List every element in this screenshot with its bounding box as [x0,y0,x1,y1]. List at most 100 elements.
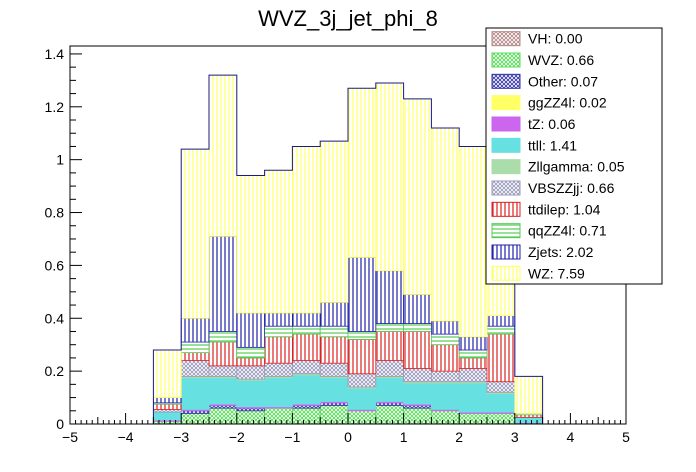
x-tick-label: −2 [229,429,245,445]
y-tick-label: 1.4 [45,46,65,62]
x-tick-label: −1 [284,429,300,445]
bar-zjets-bin-8 [375,270,404,324]
bar-vbszzjj-bin-11 [458,368,488,383]
legend-swatch-other [491,73,521,89]
legend-label-ttll: ttll: 1.41 [528,137,577,153]
bar-ttll-bin-3 [236,379,266,408]
bar-wvz-bin-12 [486,413,516,425]
legend-label-qqzz4l: qqZZ4l: 0.71 [528,223,607,239]
legend-label-vbszzjj: VBSZZjj: 0.66 [528,180,615,196]
legend-label-zllgamma: Zllgamma: 0.05 [528,159,625,175]
x-tick-label: 0 [344,429,352,445]
legend-swatch-ttdilep [491,201,521,217]
y-axis: 0 0.2 0.4 0.6 0.8 1 1.2 1.4 [45,46,82,432]
legend: VH: 0.00 WVZ: 0.66 Other: 0.07 ggZZ4l: 0.02… [485,27,663,285]
bar-qqzz4l-bin-4 [264,325,293,338]
legend-swatch-ttll [491,137,521,153]
x-tick-label: −3 [173,429,189,445]
bar-qqzz4l-bin-1 [180,341,210,354]
bar-wz-bin-7 [347,87,377,258]
bar-zjets-bin-4 [264,312,293,327]
bar-wvz-bin-8 [375,405,404,425]
y-tick-label: 0.4 [45,310,65,326]
y-tick-label: 1.2 [45,99,65,115]
x-tick-label: 2 [455,429,463,445]
bar-wvz-bin-11 [458,413,488,425]
chart-title: WVZ_3j_jet_phi_8 [258,6,438,31]
bar-vbszzjj-bin-4 [264,362,293,377]
legend-swatch-wz [491,265,521,281]
bar-zjets-bin-9 [403,294,432,324]
y-tick-label: 0 [56,416,64,432]
bar-wz-bin-6 [319,140,349,303]
legend-swatch-wvz [491,52,521,68]
y-tick-label: 0.6 [45,257,65,273]
bar-qqzz4l-bin-7 [347,331,377,340]
bar-wz-bin-8 [375,82,404,272]
bar-ttdilep-bin-12 [486,333,516,383]
x-tick-label: 5 [622,429,630,445]
bar-vbszzjj-bin-9 [403,368,432,383]
bar-ttll-bin-6 [319,377,349,402]
legend-box [485,27,663,285]
bar-zjets-bin-10 [430,320,460,335]
x-tick-label: 4 [567,429,575,445]
legend-swatch-qqzz4l [491,223,521,239]
bar-ttll-bin-7 [347,387,377,410]
bar-ttdilep-bin-6 [319,336,349,364]
bar-zjets-bin-2 [208,235,238,332]
bar-ttdilep-bin-2 [208,341,238,367]
bar-ttdilep-bin-9 [403,331,432,369]
x-tick-label: 1 [400,429,408,445]
bar-wz-bin-1 [180,148,210,319]
x-tick-label: −5 [62,429,78,445]
x-tick-label: −4 [118,429,134,445]
bar-qqzz4l-bin-5 [291,325,321,335]
y-tick-label: 0.8 [45,205,65,221]
bar-qqzz4l-bin-10 [430,333,460,346]
legend-label-ggzz4l: ggZZ4l: 0.02 [528,95,607,111]
bar-vbszzjj-bin-2 [208,365,238,377]
bar-zjets-bin-6 [319,302,349,327]
legend-label-zjets: Zjets: 2.02 [528,244,594,260]
bar-ttdilep-bin-7 [347,339,377,375]
bar-ttdilep-bin-3 [236,357,266,367]
bar-wvz-bin-3 [236,410,266,425]
y-tick-label: 0.2 [45,363,65,379]
bar-vbszzjj-bin-3 [236,365,266,380]
bar-ttdilep-bin-1 [180,352,210,361]
legend-swatch-zllgamma [491,159,521,175]
legend-swatch-tz [491,116,521,132]
bar-wvz-bin-10 [430,410,460,425]
bar-zjets-bin-5 [291,312,321,327]
bar-vbszzjj-bin-8 [375,360,404,377]
bar-wvz-bin-7 [347,410,377,425]
bar-wvz-bin-6 [319,405,349,425]
bar-wz-bin-13 [514,376,543,414]
bar-qqzz4l-bin-2 [208,331,238,343]
bar-ttll-bin-9 [403,382,432,405]
bar-wvz-bin-2 [208,407,238,425]
bar-ttdilep-bin-0 [152,403,182,410]
bar-qqzz4l-bin-9 [403,323,432,332]
bar-zjets-bin-1 [180,317,210,343]
bar-ttll-bin-10 [430,382,460,410]
bar-ttdilep-bin-8 [375,331,404,361]
bar-wz-bin-10 [430,127,460,322]
legend-swatch-vh [491,31,521,47]
legend-swatch-vbszzjj [491,180,521,196]
bar-wz-bin-11 [458,146,488,338]
bar-wvz-bin-4 [264,407,293,425]
x-axis: −5 −4 −3 −2 −1 0 1 2 3 4 5 [62,413,630,445]
bar-qqzz4l-bin-12 [486,325,516,335]
bar-qqzz4l-bin-6 [319,325,349,338]
bar-wvz-bin-5 [291,407,321,425]
bar-vbszzjj-bin-6 [319,362,349,377]
bar-zjets-bin-12 [486,315,516,327]
bar-ttll-bin-8 [375,377,404,402]
bar-ttll-bin-11 [458,382,488,413]
bar-wz-bin-3 [236,175,266,314]
x-tick-label: 3 [511,429,519,445]
bar-ttdilep-bin-11 [458,357,488,369]
